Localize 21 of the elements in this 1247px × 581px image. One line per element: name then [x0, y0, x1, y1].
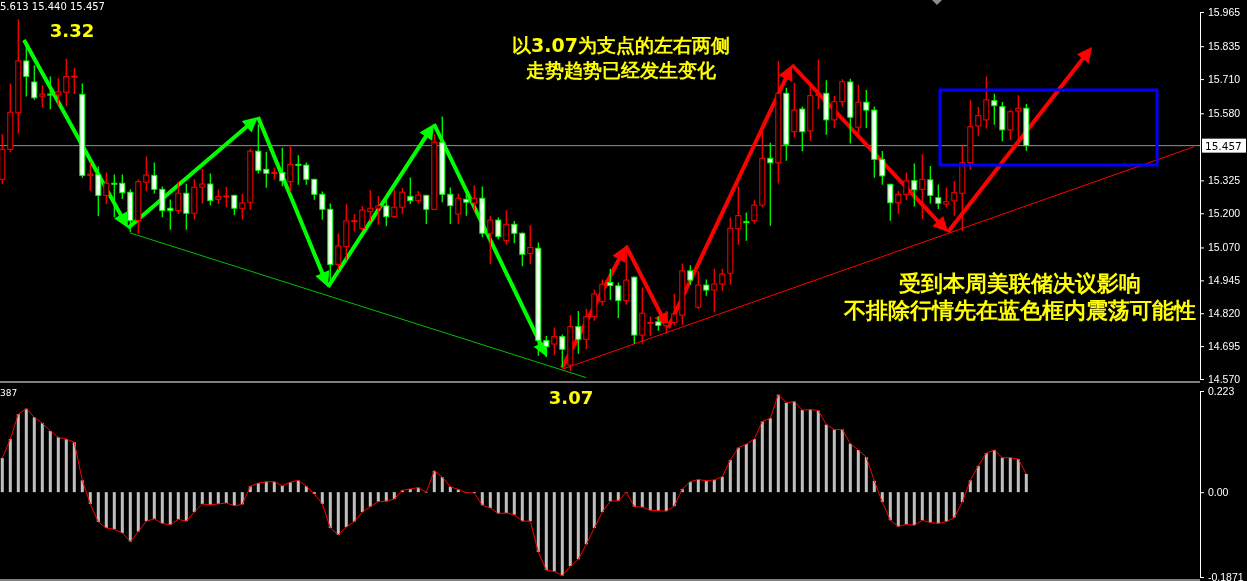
- y-tick-label: 15.835: [1208, 40, 1241, 53]
- y-tick-label: 0.00: [1208, 486, 1229, 498]
- y-tick-label: 14.695: [1208, 339, 1241, 352]
- y-tick-label: 14.945: [1208, 274, 1241, 287]
- y-tick-label: 15.580: [1208, 107, 1241, 120]
- annotation: 受到本周美联储决议影响不排除行情先在蓝色框内震荡可能性: [843, 271, 1196, 323]
- annotation: 以3.07为支点的左右两侧走势趋势已经发生变化: [512, 34, 730, 81]
- y-tick-label: 15.325: [1208, 174, 1241, 187]
- y-tick-label: -0.1871: [1208, 570, 1244, 581]
- y-tick-label: 0.223: [1208, 384, 1235, 397]
- y-tick-label: 15.965: [1208, 5, 1241, 18]
- annotation: 3.07: [548, 387, 594, 408]
- annotation: 3.32: [49, 20, 95, 41]
- annotation: 387: [0, 388, 18, 398]
- y-tick-label: 15.070: [1208, 241, 1241, 254]
- y-tick-label: 15.710: [1208, 72, 1241, 85]
- ref-line-label: 15.457: [1205, 139, 1242, 152]
- y-tick-label: 14.820: [1208, 307, 1241, 320]
- y-tick-label: 15.200: [1208, 207, 1241, 220]
- y-tick-label: 14.570: [1208, 372, 1241, 385]
- text: 5.613 15.440 15.457: [0, 1, 105, 12]
